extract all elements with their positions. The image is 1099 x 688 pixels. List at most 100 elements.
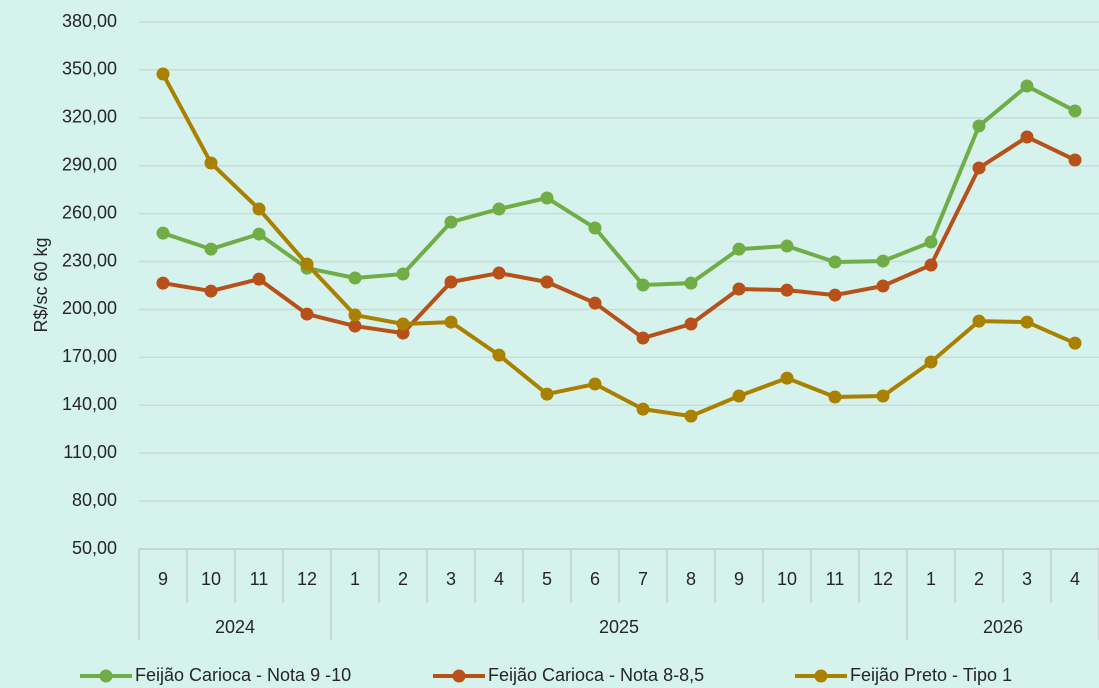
data-point xyxy=(1020,315,1034,329)
y-tick-label: 80,00 xyxy=(72,490,117,510)
data-point xyxy=(588,377,602,391)
data-point xyxy=(540,191,554,205)
data-point xyxy=(444,315,458,329)
data-point xyxy=(684,409,698,423)
data-point xyxy=(780,283,794,297)
series-line xyxy=(161,73,1076,419)
data-point xyxy=(156,276,170,290)
y-tick-label: 50,00 xyxy=(72,538,117,558)
data-point xyxy=(156,226,170,240)
y-tick-label: 320,00 xyxy=(62,107,117,127)
group-label: 2024 xyxy=(215,617,255,637)
group-label: 2025 xyxy=(599,617,639,637)
series-line xyxy=(162,134,1076,341)
data-point xyxy=(876,254,890,268)
data-point xyxy=(924,235,938,249)
data-point xyxy=(1068,153,1082,167)
data-point xyxy=(204,242,218,256)
data-point xyxy=(972,314,986,328)
data-point xyxy=(876,279,890,293)
legend-label: Feijão Carioca - Nota 8-8,5 xyxy=(488,665,704,685)
data-point xyxy=(780,239,794,253)
data-point xyxy=(444,275,458,289)
data-point xyxy=(924,258,938,272)
data-point xyxy=(588,296,602,310)
data-point xyxy=(1068,336,1082,350)
data-point xyxy=(300,257,314,271)
y-tick-label: 290,00 xyxy=(62,154,117,174)
data-point xyxy=(1068,104,1082,118)
y-tick-label: 170,00 xyxy=(62,346,117,366)
legend-marker xyxy=(814,669,828,683)
data-point xyxy=(732,242,746,256)
data-point xyxy=(972,119,986,133)
data-point xyxy=(636,402,650,416)
data-point xyxy=(828,390,842,404)
data-point xyxy=(300,307,314,321)
data-point xyxy=(780,371,794,385)
x-tick-label: 10 xyxy=(201,569,221,589)
data-point xyxy=(588,221,602,235)
data-point xyxy=(684,276,698,290)
data-point xyxy=(204,156,218,170)
data-point xyxy=(636,331,650,345)
data-point xyxy=(828,288,842,302)
data-point xyxy=(1020,130,1034,144)
data-point xyxy=(396,317,410,331)
legend-marker xyxy=(452,669,466,683)
data-point xyxy=(636,278,650,292)
x-tick-label: 2 xyxy=(974,569,984,589)
data-point xyxy=(204,284,218,298)
x-tick-label: 8 xyxy=(686,569,696,589)
x-tick-label: 10 xyxy=(777,569,797,589)
data-point xyxy=(732,389,746,403)
x-tick-label: 4 xyxy=(1070,569,1080,589)
x-tick-label: 4 xyxy=(494,569,504,589)
data-point xyxy=(540,387,554,401)
y-tick-label: 260,00 xyxy=(62,202,117,222)
data-point xyxy=(972,161,986,175)
x-tick-label: 5 xyxy=(542,569,552,589)
data-point xyxy=(396,326,410,340)
x-tick-label: 9 xyxy=(734,569,744,589)
data-point xyxy=(252,272,266,286)
data-point xyxy=(492,348,506,362)
x-tick-label: 3 xyxy=(446,569,456,589)
x-tick-label: 6 xyxy=(590,569,600,589)
data-point xyxy=(1020,79,1034,93)
data-point xyxy=(348,308,362,322)
legend-label: Feijão Carioca - Nota 9 -10 xyxy=(135,665,351,685)
y-tick-label: 230,00 xyxy=(62,250,117,270)
data-point xyxy=(444,215,458,229)
data-point xyxy=(252,227,266,241)
y-tick-label: 200,00 xyxy=(62,298,117,318)
x-tick-label: 1 xyxy=(350,569,360,589)
data-point xyxy=(924,355,938,369)
x-tick-label: 12 xyxy=(297,569,317,589)
x-tick-label: 9 xyxy=(158,569,168,589)
group-label: 2026 xyxy=(983,617,1023,637)
y-tick-label: 350,00 xyxy=(62,59,117,79)
legend-label: Feijão Preto - Tipo 1 xyxy=(850,665,1012,685)
x-tick-label: 11 xyxy=(250,569,269,589)
x-tick-label: 12 xyxy=(873,569,893,589)
data-point xyxy=(828,255,842,269)
data-point xyxy=(732,282,746,296)
data-point xyxy=(876,389,890,403)
x-tick-label: 11 xyxy=(826,569,845,589)
data-point xyxy=(540,275,554,289)
data-point xyxy=(252,202,266,216)
data-point xyxy=(492,202,506,216)
y-tick-label: 140,00 xyxy=(62,394,117,414)
x-tick-label: 2 xyxy=(398,569,408,589)
x-tick-label: 1 xyxy=(926,569,936,589)
y-axis-label: R$/sc 60 kg xyxy=(31,237,51,332)
legend-marker xyxy=(99,669,113,683)
data-point xyxy=(684,317,698,331)
x-tick-label: 7 xyxy=(638,569,648,589)
data-point xyxy=(492,266,506,280)
data-point xyxy=(156,67,170,81)
y-tick-label: 380,00 xyxy=(62,11,117,31)
data-point xyxy=(396,267,410,281)
